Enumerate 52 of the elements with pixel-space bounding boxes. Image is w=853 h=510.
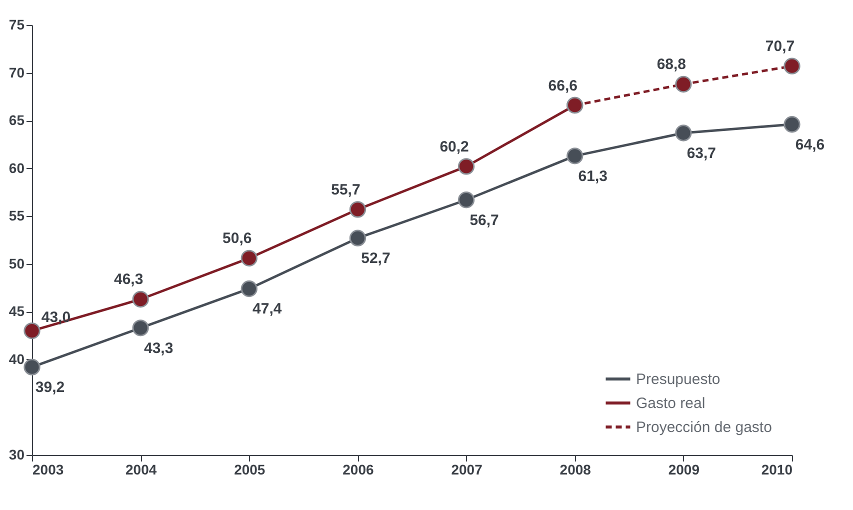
legend-label: Gasto real xyxy=(636,395,706,412)
point xyxy=(132,320,149,336)
data-label: 46,3 xyxy=(114,271,144,288)
x-tick-label: 2010 xyxy=(761,462,793,478)
data-label: 68,8 xyxy=(656,56,686,74)
point xyxy=(240,280,258,298)
x-tick-label: 2003 xyxy=(32,462,64,478)
y-tick-label: 75 xyxy=(8,16,25,32)
y-tick-label: 65 xyxy=(8,112,25,128)
data-label: 55,7 xyxy=(331,181,360,198)
point xyxy=(349,230,366,246)
y-tick-label: 70 xyxy=(8,64,25,80)
data-label: 50,6 xyxy=(222,230,252,248)
data-label: 39,2 xyxy=(35,379,65,396)
legend-label: Proyección de gasto xyxy=(636,419,772,436)
data-label: 43,0 xyxy=(41,308,71,326)
point xyxy=(24,322,40,340)
data-label: 64,6 xyxy=(795,136,825,154)
x-tick-label: 2005 xyxy=(234,462,266,478)
y-tick-label: 40 xyxy=(8,350,25,367)
x-tick-label: 2007 xyxy=(451,462,483,478)
data-label: 43,3 xyxy=(144,340,174,357)
point xyxy=(675,76,692,93)
point xyxy=(566,148,584,164)
point xyxy=(458,158,475,175)
data-label: 60,2 xyxy=(440,138,469,156)
data-label: 66,6 xyxy=(548,77,578,94)
data-label: 63,7 xyxy=(686,144,716,162)
x-tick-label: 2009 xyxy=(668,462,700,478)
point xyxy=(784,58,800,74)
point xyxy=(784,116,800,133)
x-tick-label: 2008 xyxy=(560,462,592,478)
y-tick-label: 45 xyxy=(8,303,25,320)
y-tick-label: 55 xyxy=(8,208,25,224)
x-tick-label: 2004 xyxy=(125,462,157,478)
point xyxy=(240,250,258,266)
point xyxy=(458,192,475,208)
y-tick-label: 30 xyxy=(8,446,25,462)
data-label: 47,4 xyxy=(252,300,282,318)
point xyxy=(566,96,584,114)
data-label: 56,7 xyxy=(470,212,499,229)
point xyxy=(675,124,692,142)
data-label: 61,3 xyxy=(578,168,608,185)
x-tick-label: 2006 xyxy=(342,462,374,478)
point xyxy=(24,358,40,376)
data-label: 70,7 xyxy=(765,38,795,56)
legend-label: Presupuesto xyxy=(636,371,720,388)
point xyxy=(132,290,149,308)
y-tick-label: 60 xyxy=(8,160,25,176)
y-tick-label: 50 xyxy=(8,255,25,272)
data-label: 52,7 xyxy=(361,250,390,268)
point xyxy=(349,201,366,218)
